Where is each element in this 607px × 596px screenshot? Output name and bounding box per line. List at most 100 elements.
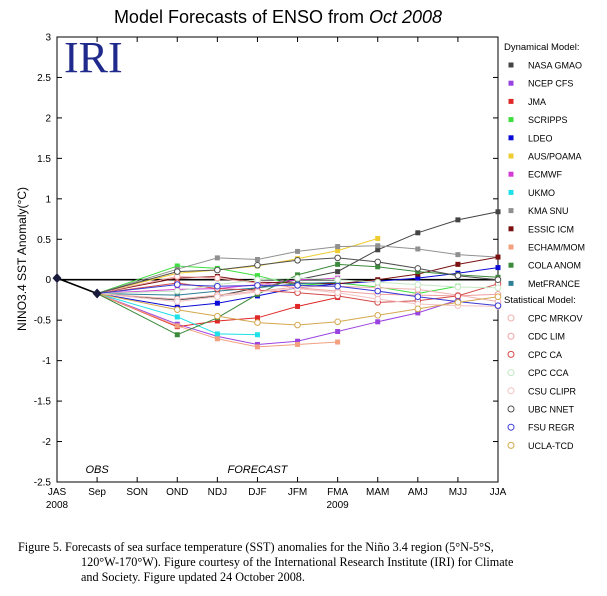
data-point	[214, 312, 221, 320]
y-tick-label: -0.5	[34, 316, 52, 327]
chart-title: Model Forecasts of ENSO from Oct 2008	[114, 7, 442, 27]
series-echam-mom	[96, 293, 341, 350]
data-point	[214, 282, 221, 290]
y-tick-label: -2.5	[34, 478, 52, 489]
data-point	[375, 243, 381, 249]
legend-marker	[508, 226, 514, 232]
data-point	[295, 248, 301, 254]
data-point	[374, 278, 382, 286]
legend-label: FSU REGR	[528, 423, 575, 433]
series-line	[96, 293, 338, 348]
data-point	[374, 258, 382, 266]
data-point	[294, 274, 301, 282]
legend-entry: NCEP CFS	[508, 79, 573, 89]
y-tick-label: 3	[45, 33, 51, 44]
series-line	[97, 211, 499, 301]
legend-label: MetFRANCE	[528, 279, 580, 289]
data-point	[214, 331, 220, 337]
data-point	[174, 314, 180, 320]
data-point	[173, 281, 181, 288]
legend-label: CPC CCA	[528, 368, 569, 378]
year-label: 2008	[46, 500, 69, 511]
data-point	[254, 282, 261, 289]
data-point	[414, 265, 422, 272]
legend-entry: SCRIPPS	[508, 115, 568, 125]
legend-entry: UKMO	[508, 188, 555, 198]
legend-marker	[508, 153, 514, 159]
data-point	[334, 318, 341, 326]
data-point	[454, 283, 462, 291]
data-point	[294, 321, 301, 329]
data-point	[335, 248, 341, 254]
legend-entry: AUS/POAMA	[508, 152, 582, 162]
data-point	[214, 255, 220, 261]
legend-entry: CPC CA	[507, 350, 562, 360]
legend-marker	[507, 387, 515, 395]
legend-label: COLA ANOM	[528, 261, 581, 271]
data-point	[334, 276, 341, 284]
legend-entry: CSU CLIPR	[507, 386, 577, 396]
legend-entry: CPC MRKOV	[507, 314, 583, 324]
x-tick-label: SON	[126, 487, 148, 498]
series-ubc-nnet	[96, 254, 502, 294]
y-tick-label: -1	[42, 356, 51, 367]
data-point	[494, 302, 502, 309]
data-point	[454, 272, 462, 279]
legend-entry: UCLA-TCD	[507, 441, 574, 451]
data-point	[295, 338, 301, 344]
data-point	[494, 284, 502, 292]
legend-label: CPC MRKOV	[528, 314, 583, 324]
legend-entry: MetFRANCE	[508, 279, 580, 289]
data-point	[494, 293, 502, 301]
chart-title-main: Model Forecasts of ENSO from	[114, 7, 369, 27]
data-point	[374, 287, 382, 295]
data-point	[214, 300, 220, 306]
legend-entry: CDC LIM	[507, 332, 565, 342]
y-tick-label: 2.5	[37, 73, 51, 84]
caption-line-2: 120°W-170°W). Figure courtesy of the Int…	[81, 555, 514, 569]
legend-label: JMA	[528, 97, 546, 107]
legend-label: AUS/POAMA	[528, 152, 582, 162]
enso-forecast-chart: Model Forecasts of ENSO from Oct 2008 IR…	[15, 7, 585, 512]
y-tick-label: 0.5	[37, 235, 51, 246]
legend-marker	[508, 62, 514, 68]
series-line	[96, 245, 499, 294]
legend-label: UCLA-TCD	[528, 441, 574, 451]
y-tick-label: -2	[42, 437, 51, 448]
legend-label: NASA GMAO	[528, 61, 582, 71]
x-tick-label: NDJ	[208, 487, 227, 498]
legend-marker	[507, 350, 515, 358]
data-point	[495, 265, 501, 271]
legend-entry: CPC CCA	[507, 368, 569, 378]
caption-line-3: and Society. Figure updated 24 October 2…	[81, 570, 305, 584]
legend-entry: ECMWF	[508, 170, 562, 180]
x-tick-label: OND	[166, 487, 188, 498]
series-line	[97, 284, 499, 307]
data-point	[214, 266, 221, 274]
series-ukmo	[96, 293, 260, 338]
caption-line-1: Figure 5. Forecasts of sea surface tempe…	[18, 540, 494, 554]
series-fsu-regr	[97, 281, 502, 309]
data-point	[173, 298, 181, 305]
legend-label: CPC CA	[528, 350, 562, 360]
data-point	[414, 305, 422, 313]
legend-label: CDC LIM	[528, 332, 565, 342]
series-line	[96, 263, 499, 336]
data-point	[414, 281, 422, 288]
data-point	[254, 288, 261, 296]
plot-frame	[56, 36, 499, 483]
data-point	[494, 276, 502, 284]
legend-label: SCRIPPS	[528, 115, 568, 125]
legend-label: LDEO	[528, 133, 553, 143]
x-tick-label: JFM	[288, 487, 307, 498]
plot-area: -2.5 -2 -1.5 -1 -0.5 0 0.5 1 1.5 2 2.5 3 JAS Sep SON ON…	[34, 33, 507, 512]
series-line	[97, 277, 338, 294]
data-point	[254, 344, 260, 350]
data-point	[254, 273, 260, 279]
data-point	[214, 293, 221, 301]
data-point	[415, 246, 421, 252]
legend-entry: ECHAM/MOM	[508, 243, 585, 253]
legend-statistical-header: Statistical Model:	[504, 295, 576, 306]
data-point	[335, 329, 341, 335]
data-point	[214, 336, 220, 342]
